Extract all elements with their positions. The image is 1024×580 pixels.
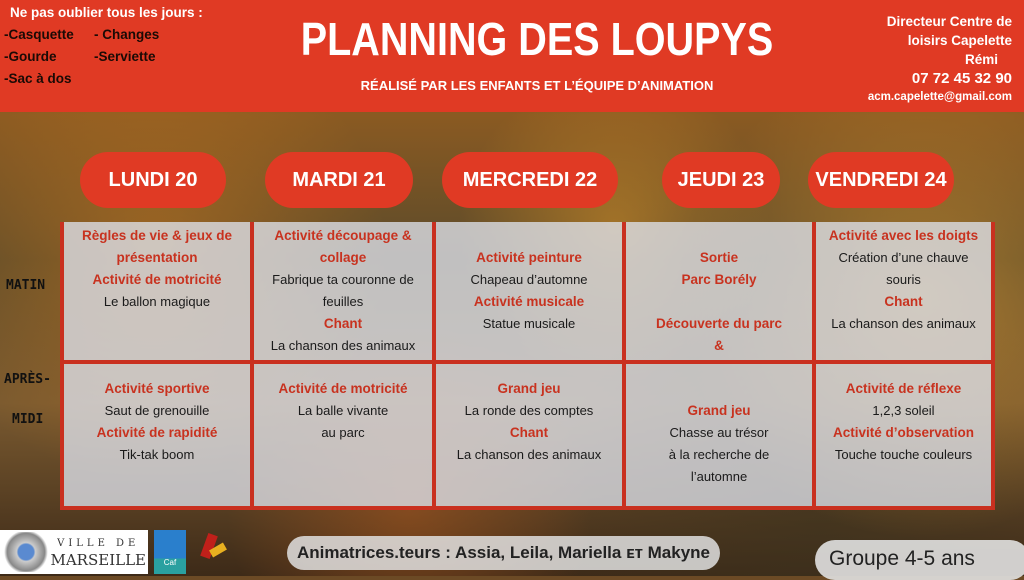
activity-detail: souris [886,272,921,287]
activity-title: Découverte du parc [655,316,783,331]
day-wednesday: MERCREDI 22 [442,152,618,208]
activity-title: Activité de rapidité [96,425,218,440]
header: Ne pas oublier tous les jours : -Casquet… [0,0,1024,112]
activity-detail: La balle vivante [297,403,389,418]
activity-title: Règles de vie & jeux de [81,228,233,243]
page-subtitle: RÉALISÉ PAR LES ENFANTS ET L’ÉQUIPE D’AN… [360,78,714,93]
morning-cell: Activité découpage & collage Fabrique ta c… [254,222,436,364]
reminder-list: Ne pas oublier tous les jours : -Casquet… [4,2,203,90]
activity-detail: Chasse au trésor [669,425,769,440]
activity-detail: Chapeau d’automne [470,272,588,287]
activity-title: Activité peinture [476,250,582,265]
afternoon-cell: Grand jeu Chasse au trésor à la recherche … [626,364,816,506]
schedule-grid: Règles de vie & jeux de présentation Activ… [60,222,995,510]
activity-detail: au parc [321,425,365,440]
activity-detail: La ronde des comptes [464,403,594,418]
day-thursday: JEUDI 23 [662,152,780,208]
label-morning: MATIN [6,278,46,293]
activity-detail: 1,2,3 soleil [872,403,935,418]
contact-info: Directeur Centre de loisirs Capelette Ré… [868,12,1012,107]
reminder-item: -Serviette [94,49,156,64]
activity-title: Activité de réflexe [845,381,962,396]
activity-title: Chant [323,316,363,331]
activity-title: Chant [509,425,549,440]
label-afternoon: MIDI [12,412,44,427]
day-tuesday: MARDI 21 [265,152,413,208]
afternoon-cell: Activité sportive Saut de grenouille Activ… [64,364,254,506]
activity-title: Activité avec les doigts [828,228,979,243]
morning-cell: Activité avec les doigts Création d’une c… [816,222,991,364]
contact-role: loisirs Capelette [907,33,1012,48]
logo-text: MARSEILLE [50,551,146,569]
contact-role: Directeur Centre de [886,14,1012,29]
reminder-item: -Gourde [4,49,57,64]
activity-title: Activité découpage & [274,228,412,243]
activity-detail: La chanson des animaux [270,338,416,353]
activity-title: Grand jeu [687,403,751,418]
activity-title: Activité de motricité [278,381,408,396]
activity-detail: Création d’une chauve [838,250,969,265]
activity-detail: Touche touche couleurs [834,447,973,462]
activity-title: & [714,338,724,353]
activity-detail: Tik-tak boom [119,447,195,462]
activity-detail: Saut de grenouille [104,403,210,418]
capelette-logo [192,530,226,574]
morning-cell: Sortie Parc Borély Découverte du parc & [626,222,816,364]
activity-title: collage [319,250,367,265]
reminder-item: -Casquette [4,27,74,42]
activity-detail: La chanson des animaux [456,447,602,462]
activity-detail: Fabrique ta couronne de [272,272,414,287]
group-badge: Groupe 4-5 ans [815,540,1024,580]
activity-detail: feuilles [322,294,364,309]
activity-title: Grand jeu [497,381,561,396]
afternoon-cell: Grand jeu La ronde des comptes Chant La cha… [436,364,626,506]
reminder-item: - Changes [94,27,160,42]
morning-cell: Activité peinture Chapeau d’automne Activi… [436,222,626,364]
activity-title: Activité d’observation [832,425,975,440]
activity-title: Activité de motricité [92,272,222,287]
reminder-item: -Sac à dos [4,71,72,86]
reminder-title: Ne pas oublier tous les jours : [10,5,203,20]
partner-logos: VILLE DE MARSEILLE Caf [0,530,226,574]
day-monday: LUNDI 20 [80,152,226,208]
contact-phone: 07 72 45 32 90 [911,70,1012,87]
activity-title: Parc Borély [681,272,757,287]
ville-de-marseille-logo: VILLE DE MARSEILLE [0,530,148,574]
activity-detail: La chanson des animaux [831,316,976,331]
activity-title: présentation [116,250,198,265]
activity-detail: l’automne [690,469,748,484]
logo-text: VILLE DE [57,538,140,549]
activity-detail: Le ballon magique [103,294,211,309]
crest-icon [2,532,51,572]
caf-logo: Caf [154,530,186,574]
afternoon-cell: Activité de réflexe 1,2,3 soleil Activité … [816,364,991,506]
contact-email: acm.capelette@gmail.com [867,91,1012,103]
afternoon-cell: Activité de motricité La balle vivante au … [254,364,436,506]
activity-detail: Statue musicale [482,316,576,331]
morning-cell: Règles de vie & jeux de présentation Activ… [64,222,254,364]
contact-name: Rémi [964,52,998,67]
page-title: PLANNING DES LOUPYS [300,13,774,65]
activity-detail: à la recherche de [668,447,770,462]
label-afternoon: APRÈS- [4,372,51,387]
activity-title: Activité sportive [104,381,210,396]
activity-title: Chant [884,294,923,309]
activity-title: Sortie [699,250,739,265]
activity-title: Activité musicale [473,294,585,309]
day-friday: VENDREDI 24 [808,152,954,208]
animators-banner: Animatrices.teurs : Assia, Leila, Mariel… [287,536,720,570]
